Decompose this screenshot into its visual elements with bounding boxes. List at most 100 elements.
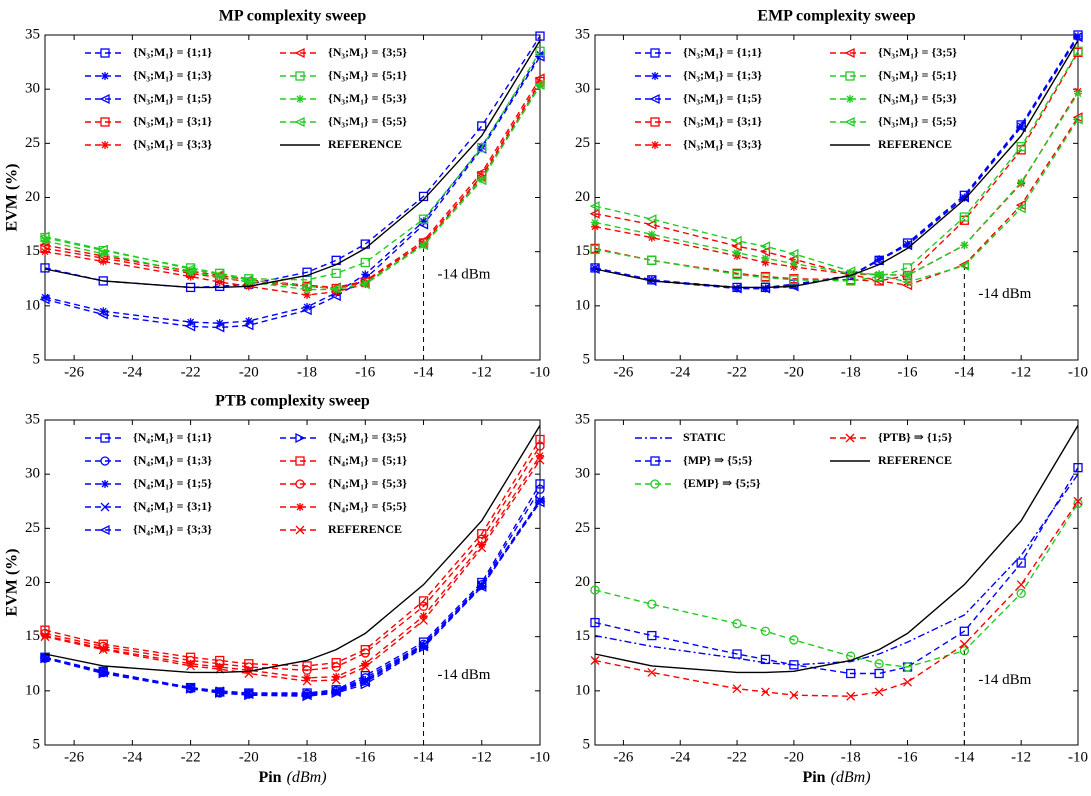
series-line — [44, 35, 541, 289]
y-tick-label: 35 — [575, 26, 590, 42]
marker — [591, 218, 599, 227]
legend-entry: {N₄;M₁} = {1;3} — [85, 453, 212, 467]
marker — [41, 654, 49, 663]
marker — [760, 626, 771, 636]
marker — [331, 268, 341, 278]
marker — [39, 652, 50, 663]
marker — [958, 260, 970, 271]
marker — [732, 619, 742, 629]
marker — [477, 540, 486, 549]
legend-entry: {N₃;M₁} = {1;1} — [635, 45, 762, 59]
legend-entry: {N₃;M₁} = {3;1} — [85, 114, 212, 128]
marker — [733, 248, 742, 257]
x-tick-label: -20 — [239, 364, 259, 380]
x-tick-label: -20 — [239, 749, 259, 765]
marker — [1016, 141, 1026, 152]
annotation: -14 dBm — [978, 672, 1031, 688]
series-line — [594, 467, 1079, 675]
legend-marker — [845, 71, 855, 81]
marker — [873, 255, 884, 266]
marker — [874, 687, 884, 697]
marker — [590, 585, 600, 595]
marker — [960, 241, 969, 250]
x-tick-label: -14 — [414, 364, 434, 380]
marker — [40, 263, 50, 273]
plot-frame — [594, 34, 1079, 361]
marker — [185, 321, 196, 332]
series-line — [44, 77, 541, 289]
marker — [534, 73, 545, 84]
x-tick-label: -12 — [1011, 749, 1031, 765]
marker — [302, 691, 313, 702]
marker — [301, 281, 312, 292]
marker — [1016, 580, 1026, 590]
marker — [1073, 496, 1083, 506]
y-tick-label: 20 — [575, 189, 590, 205]
legend-marker — [650, 117, 660, 127]
marker — [99, 249, 108, 258]
x-tick-label: -24 — [670, 364, 690, 380]
marker — [331, 675, 341, 685]
marker — [418, 240, 429, 251]
x-tick-label: -10 — [530, 364, 550, 380]
legend-entry: {N₃;M₁} = {5;5} — [830, 114, 957, 128]
legend-label: STATIC — [683, 430, 726, 444]
marker — [40, 632, 50, 642]
marker — [1074, 32, 1082, 41]
x-tick-label: -26 — [613, 364, 633, 380]
marker — [330, 686, 341, 697]
marker — [789, 275, 799, 285]
marker — [361, 659, 370, 668]
marker — [477, 121, 487, 131]
legend-entry: {N₃;M₁} = {1;1} — [85, 45, 212, 59]
x-tick-label: -12 — [1011, 364, 1031, 380]
marker — [214, 322, 225, 333]
legend-label: {N₃;M₁} = {5;1} — [328, 68, 407, 82]
legend-marker — [294, 47, 305, 59]
marker — [646, 219, 657, 230]
series-line — [44, 425, 541, 674]
marker — [244, 690, 253, 699]
marker — [590, 617, 600, 628]
y-tick-label: 5 — [33, 351, 41, 367]
x-label-unit: (dBm) — [287, 769, 327, 786]
legend-label: {N₄;M₁} = {5;5} — [328, 499, 407, 513]
marker — [477, 143, 487, 153]
marker — [419, 612, 428, 621]
marker — [589, 201, 600, 212]
marker — [535, 434, 545, 445]
legend-marker — [295, 432, 306, 444]
marker — [186, 661, 196, 671]
marker — [99, 307, 108, 316]
legend-marker — [294, 116, 305, 128]
legend-label: {N₄;M₁} = {5;1} — [328, 453, 407, 467]
y-tick-label: 5 — [583, 736, 591, 752]
marker — [330, 283, 341, 294]
marker — [476, 175, 487, 186]
series-line — [44, 459, 541, 682]
legend-marker — [100, 502, 110, 512]
y-tick-label: 20 — [575, 574, 590, 590]
series-line — [44, 56, 541, 329]
marker — [97, 244, 108, 255]
legend-entry: STATIC — [635, 430, 726, 444]
legend-entry: {N₄;M₁} = {5;1} — [280, 453, 407, 467]
marker — [99, 644, 108, 653]
y-tick-label: 25 — [575, 135, 590, 151]
marker — [215, 278, 224, 286]
marker — [760, 241, 771, 252]
series-line — [594, 51, 1079, 282]
marker — [959, 626, 970, 636]
marker — [1016, 588, 1026, 598]
marker — [874, 668, 884, 679]
legend-label: REFERENCE — [878, 137, 952, 151]
marker — [1017, 122, 1026, 130]
annotation: -14 dBm — [438, 667, 491, 683]
y-tick-label: 5 — [33, 736, 41, 752]
marker — [360, 662, 370, 672]
x-tick-label: -12 — [472, 364, 492, 380]
marker — [1074, 89, 1082, 98]
series-line — [594, 40, 1079, 289]
legend-label: {N₃;M₁} = {3;3} — [133, 137, 212, 151]
x-tick-label: -16 — [898, 364, 918, 380]
